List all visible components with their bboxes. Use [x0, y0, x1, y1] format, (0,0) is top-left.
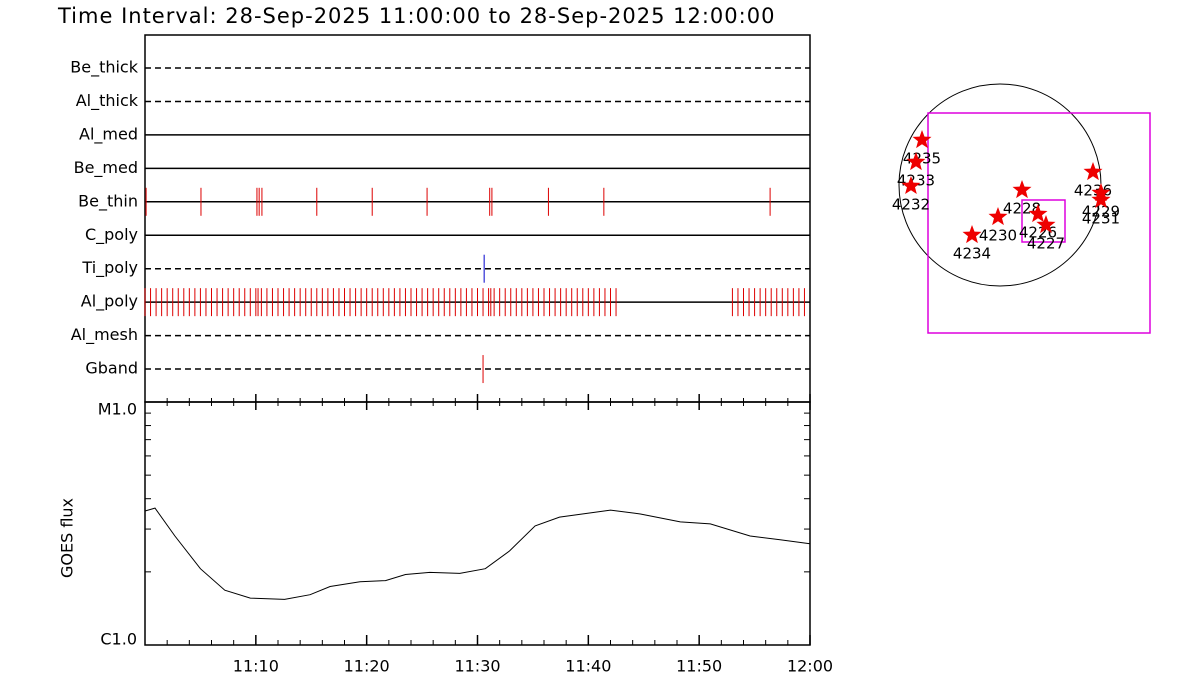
- region-label: 4234: [953, 245, 991, 263]
- row-label: Al_poly: [81, 292, 138, 312]
- row-label: Al_med: [79, 124, 138, 144]
- x-tick-label: 11:40: [565, 657, 611, 676]
- y-axis-label: GOES flux: [58, 498, 77, 578]
- active-region: [962, 225, 982, 244]
- row-label: Be_thin: [78, 191, 138, 211]
- chart-title: Time Interval: 28-Sep-2025 11:00:00 to 2…: [57, 4, 775, 28]
- x-tick-label: 11:50: [676, 657, 722, 676]
- region-label: 4229: [1082, 202, 1120, 220]
- row-label: Ti_poly: [81, 258, 138, 278]
- region-label: 4233: [897, 172, 935, 190]
- x-tick-label: 11:20: [344, 657, 390, 676]
- region-label: 4232: [892, 195, 930, 213]
- active-region: [1028, 204, 1048, 223]
- marks: Be_thick Al_thick Al_med Be_med Be_thin C_pol…: [70, 58, 1120, 676]
- row-label: Gband: [85, 359, 138, 378]
- active-region: [912, 130, 932, 149]
- row-label: Al_mesh: [71, 325, 138, 345]
- active-region: [1036, 215, 1056, 234]
- x-tick-label: 11:30: [454, 657, 500, 676]
- active-region: [1091, 190, 1111, 209]
- active-region: [1083, 162, 1103, 181]
- active-region: [901, 176, 921, 194]
- row-label: C_poly: [85, 225, 138, 245]
- y-tick-label: C1.0: [100, 630, 137, 649]
- active-region: [1012, 180, 1032, 199]
- x-tick-label: 11:10: [233, 657, 279, 676]
- x-tick-label: 12:00: [787, 657, 833, 676]
- y-tick-label: M1.0: [98, 400, 137, 419]
- region-label: 4231: [1082, 210, 1120, 228]
- goes-curve: [144, 507, 811, 600]
- row-label: Be_med: [74, 158, 138, 178]
- active-region: [906, 152, 926, 171]
- region-label: 4235: [903, 150, 941, 168]
- fov-box: [927, 112, 1151, 334]
- row-label: Be_thick: [70, 58, 138, 78]
- active-region: [988, 207, 1008, 226]
- fov-box: [1021, 199, 1066, 243]
- row-label: Al_thick: [76, 91, 139, 111]
- region-label: 4230: [979, 227, 1017, 245]
- region-label: 4227: [1027, 235, 1065, 253]
